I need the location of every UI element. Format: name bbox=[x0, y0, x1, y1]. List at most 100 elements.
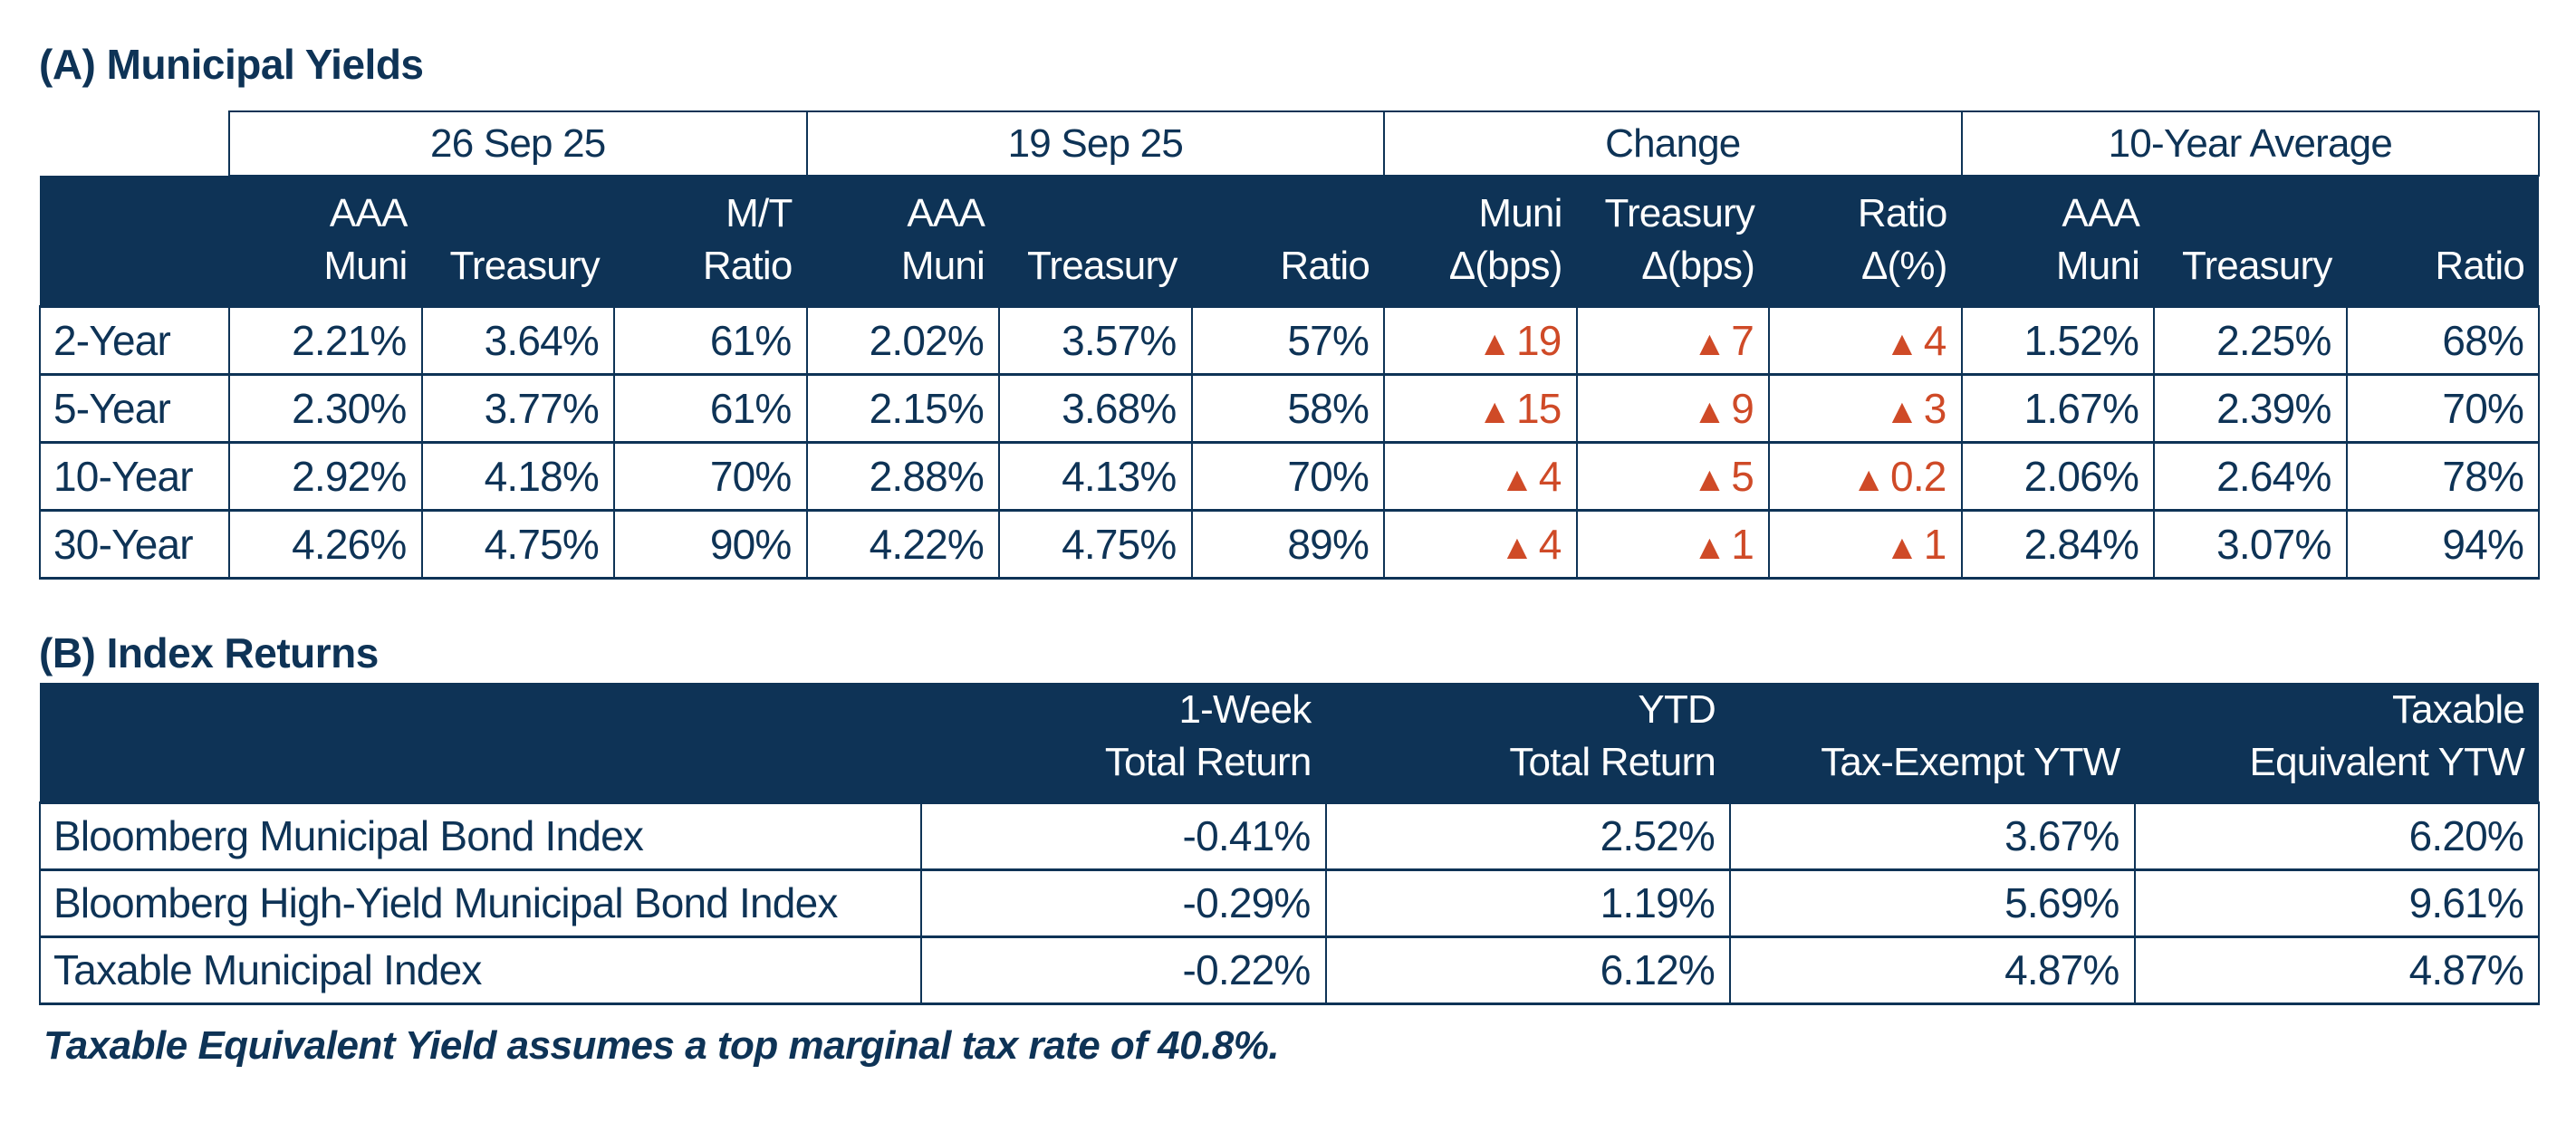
row-label: 10-Year bbox=[39, 440, 230, 512]
table-cell: 68% bbox=[2345, 304, 2541, 376]
header-cell: 1-Week Total Return bbox=[921, 683, 1326, 802]
table-cell: 90% bbox=[613, 508, 808, 580]
table-cell: 4.75% bbox=[998, 508, 1193, 580]
header-line: Treasury bbox=[1026, 243, 1177, 288]
table-cell: 4.26% bbox=[228, 508, 423, 580]
header-line: Ratio bbox=[2435, 243, 2525, 288]
up-triangle-icon: ▲ bbox=[1477, 392, 1512, 431]
up-triangle-icon: ▲ bbox=[1500, 460, 1534, 499]
table-cell: 3.68% bbox=[998, 372, 1193, 444]
table-cell: 9.61% bbox=[2133, 868, 2540, 938]
header-cell: Treasury Δ(bps) bbox=[1576, 176, 1770, 306]
header-line: Muni bbox=[1478, 190, 1562, 235]
table-cell: 4.87% bbox=[2133, 935, 2540, 1005]
table-cell: 4.87% bbox=[1729, 935, 2136, 1005]
table-cell: 78% bbox=[2345, 440, 2541, 512]
table-cell: 3.67% bbox=[1729, 801, 2136, 871]
header-line: M/T bbox=[726, 190, 793, 235]
change-cell: ▲ 4 bbox=[1383, 508, 1578, 580]
change-value: 0.2 bbox=[1890, 452, 1946, 500]
table-row-2year: 2-Year 2.21% 3.64% 61% 2.02% 3.57% 57% ▲… bbox=[39, 304, 2541, 376]
municipal-yields-table: 26 Sep 25 19 Sep 25 Change 10-Year Avera… bbox=[39, 110, 2541, 580]
header-cell: Treasury bbox=[999, 176, 1192, 306]
table-cell: 2.88% bbox=[805, 440, 1001, 512]
header-line: Taxable bbox=[2391, 686, 2525, 732]
header-line: Treasury bbox=[2182, 243, 2332, 288]
change-cell: ▲ 4 bbox=[1768, 304, 1963, 376]
table-row-muni-index: Bloomberg Municipal Bond Index -0.41% 2.… bbox=[39, 801, 2540, 871]
change-value: 19 bbox=[1515, 316, 1562, 364]
change-cell: ▲ 5 bbox=[1575, 440, 1771, 512]
header-cell: Ratio bbox=[2346, 176, 2540, 306]
header-cell-empty bbox=[40, 176, 229, 306]
header-line: Muni bbox=[2055, 243, 2140, 288]
table-cell: 3.57% bbox=[998, 304, 1193, 376]
footnote: Taxable Equivalent Yield assumes a top m… bbox=[43, 1023, 1280, 1068]
up-triangle-icon: ▲ bbox=[1885, 528, 1919, 567]
header-line: Equivalent YTW bbox=[2249, 739, 2525, 784]
row-label: Bloomberg High-Yield Municipal Bond Inde… bbox=[39, 868, 922, 938]
change-value: 7 bbox=[1731, 316, 1754, 364]
table-cell: 4.13% bbox=[998, 440, 1193, 512]
table-cell: 1.19% bbox=[1324, 868, 1731, 938]
table-row-10year: 10-Year 2.92% 4.18% 70% 2.88% 4.13% 70% … bbox=[39, 440, 2541, 512]
row-label: 2-Year bbox=[39, 304, 230, 376]
header-cell: Taxable Equivalent YTW bbox=[2134, 683, 2539, 802]
change-cell: ▲ 15 bbox=[1383, 372, 1578, 444]
header-cell: AAA Muni bbox=[229, 176, 422, 306]
table-cell: 4.22% bbox=[805, 508, 1001, 580]
change-value: 15 bbox=[1515, 384, 1562, 432]
header-cell: Treasury bbox=[421, 176, 614, 306]
section-a-title: (A) Municipal Yields bbox=[39, 41, 424, 88]
table-cell: 2.84% bbox=[1960, 508, 2156, 580]
table-cell: 61% bbox=[613, 372, 808, 444]
table-cell: 2.64% bbox=[2153, 440, 2348, 512]
table-row-hy-muni-index: Bloomberg High-Yield Municipal Bond Inde… bbox=[39, 868, 2540, 938]
column-header-row: AAA Muni Treasury M/T Ratio AAA Muni Treasu… bbox=[40, 176, 2540, 306]
header-line: YTD bbox=[1638, 686, 1716, 732]
table-cell: 2.06% bbox=[1960, 440, 2156, 512]
change-value: 3 bbox=[1923, 384, 1947, 432]
header-cell: Treasury bbox=[2154, 176, 2347, 306]
header-cell: YTD Total Return bbox=[1325, 683, 1730, 802]
change-value: 4 bbox=[1538, 452, 1562, 500]
header-cell: Tax-Exempt YTW bbox=[1730, 683, 2135, 802]
group-header-change: Change bbox=[1383, 110, 1963, 177]
header-cell: Ratio bbox=[1191, 176, 1385, 306]
table-row-30year: 30-Year 4.26% 4.75% 90% 4.22% 4.75% 89% … bbox=[39, 508, 2541, 580]
table-cell: 94% bbox=[2345, 508, 2541, 580]
table-cell: 57% bbox=[1190, 304, 1386, 376]
change-cell: ▲ 19 bbox=[1383, 304, 1578, 376]
change-value: 1 bbox=[1923, 520, 1947, 568]
header-line: 1-Week bbox=[1178, 686, 1312, 732]
up-triangle-icon: ▲ bbox=[1692, 460, 1727, 499]
group-header-19sep: 19 Sep 25 bbox=[805, 110, 1386, 177]
table-cell: 1.67% bbox=[1960, 372, 2156, 444]
table-row-5year: 5-Year 2.30% 3.77% 61% 2.15% 3.68% 58% ▲… bbox=[39, 372, 2541, 444]
table-cell: 89% bbox=[1190, 508, 1386, 580]
header-line: AAA bbox=[329, 190, 408, 235]
section-b-title: (B) Index Returns bbox=[39, 629, 379, 676]
header-line: Treasury bbox=[449, 243, 600, 288]
change-cell: ▲ 4 bbox=[1383, 440, 1578, 512]
table-row-taxable-muni-index: Taxable Municipal Index -0.22% 6.12% 4.8… bbox=[39, 935, 2540, 1005]
table-cell: 70% bbox=[1190, 440, 1386, 512]
header-line: Ratio bbox=[1280, 243, 1370, 288]
table-cell: 1.52% bbox=[1960, 304, 2156, 376]
column-header-row: 1-Week Total Return YTD Total Return Tax-E… bbox=[40, 683, 2539, 802]
up-triangle-icon: ▲ bbox=[1885, 392, 1919, 431]
header-cell-empty bbox=[40, 683, 921, 802]
table-cell: 2.21% bbox=[228, 304, 423, 376]
table-cell: 2.39% bbox=[2153, 372, 2348, 444]
change-value: 9 bbox=[1731, 384, 1754, 432]
header-cell: M/T Ratio bbox=[614, 176, 807, 306]
change-value: 4 bbox=[1538, 520, 1562, 568]
up-triangle-icon: ▲ bbox=[1692, 528, 1727, 567]
header-cell: Ratio Δ(%) bbox=[1769, 176, 1962, 306]
header-line: Δ(bps) bbox=[1448, 243, 1563, 288]
table-cell: 2.30% bbox=[228, 372, 423, 444]
up-triangle-icon: ▲ bbox=[1885, 324, 1919, 363]
header-cell: AAA Muni bbox=[806, 176, 1000, 306]
header-line: Muni bbox=[323, 243, 408, 288]
